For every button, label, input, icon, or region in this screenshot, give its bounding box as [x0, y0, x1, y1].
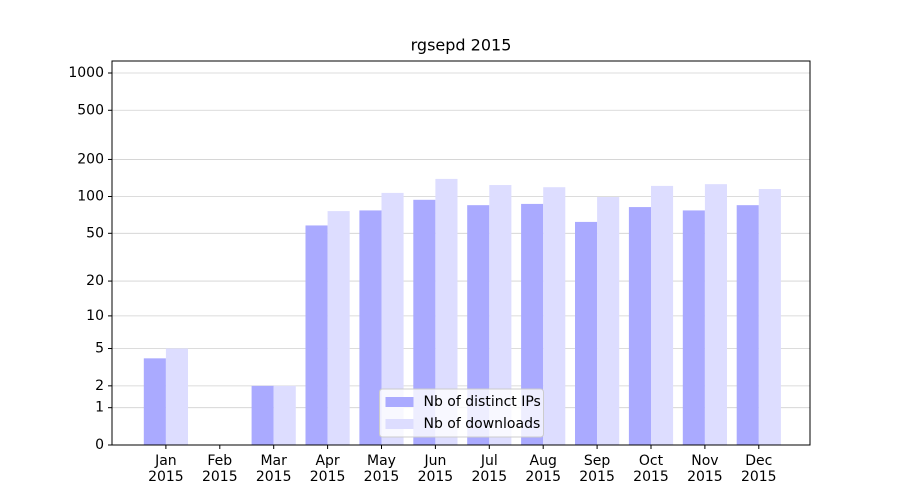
y-tick-label: 1 — [95, 400, 104, 416]
y-tick-label: 20 — [86, 273, 104, 289]
legend-swatch — [385, 419, 414, 429]
legend-swatch — [385, 397, 414, 407]
y-tick-label: 100 — [77, 189, 104, 205]
legend: Nb of distinct IPs Nb of downloads — [379, 388, 544, 438]
x-tick-label: May 2015 — [363, 453, 400, 485]
bar — [381, 192, 404, 445]
x-tick-label: Jun 2015 — [417, 453, 454, 485]
bar — [543, 187, 566, 445]
bar — [736, 205, 759, 445]
y-tick-label: 0 — [95, 437, 104, 453]
y-tick-label: 10 — [86, 308, 104, 324]
x-tick-label: Mar 2015 — [255, 453, 292, 485]
plot-frame — [111, 60, 811, 446]
bar — [273, 385, 296, 445]
bar — [628, 207, 651, 445]
bar — [682, 210, 705, 445]
bar — [758, 189, 781, 445]
bar — [327, 211, 350, 445]
y-tick-label: 200 — [77, 151, 104, 167]
x-tick-label: Dec 2015 — [740, 453, 777, 485]
x-tick-label: Nov 2015 — [687, 453, 723, 485]
x-tick-label: Aug 2015 — [525, 453, 561, 485]
x-tick-label: Sep 2015 — [579, 453, 615, 485]
y-tick-label: 5 — [95, 341, 104, 357]
legend-label: Nb of distinct IPs — [424, 394, 541, 410]
bar — [597, 197, 620, 445]
legend-box — [379, 388, 544, 438]
x-tick-label: Jul 2015 — [471, 453, 508, 485]
bar — [413, 199, 436, 445]
y-tick-label: 500 — [77, 102, 104, 118]
chart-title: rgsepd 2015 — [411, 36, 512, 55]
bar — [704, 184, 727, 445]
bar — [467, 205, 490, 445]
bar — [359, 210, 382, 445]
bar — [435, 178, 458, 445]
y-tick-label: 1000 — [68, 65, 104, 81]
x-tick-label: Jan 2015 — [148, 453, 184, 485]
bar — [165, 348, 188, 445]
legend-label: Nb of downloads — [424, 416, 541, 432]
x-tick-label: Oct 2015 — [633, 453, 669, 485]
bar — [521, 203, 544, 445]
bar — [489, 185, 512, 445]
bar — [574, 221, 598, 445]
x-tick-label: Apr 2015 — [309, 453, 346, 485]
bar — [650, 185, 674, 445]
bar — [143, 358, 166, 445]
bar — [251, 385, 274, 445]
y-tick-label: 2 — [95, 378, 104, 394]
x-tick-label: Feb 2015 — [201, 453, 238, 485]
y-tick-label: 50 — [86, 225, 104, 241]
bar — [305, 225, 328, 445]
